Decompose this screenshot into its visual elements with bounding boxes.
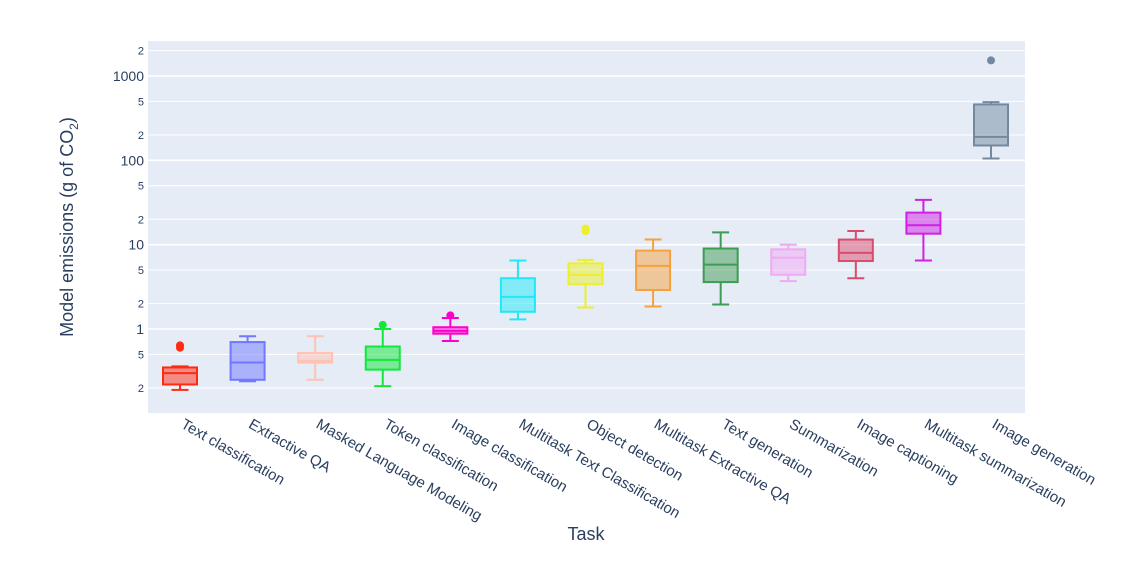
outlier-point [446,311,455,320]
box-text-generation [702,231,739,306]
box-image-captioning [837,230,874,280]
iqr-box [635,249,672,292]
outlier-point [176,341,184,350]
outlier-point [581,224,590,233]
box-image-classification [432,311,469,343]
y-tick-label-minor: 2 [138,130,144,142]
iqr-box [229,341,266,381]
iqr-box [297,351,334,364]
y-tick-label-minor: 2 [138,299,144,311]
iqr-box [837,238,874,263]
y-axis-title-subscript: 2 [67,123,81,130]
x-tick-label: Image classification [448,416,570,496]
box-object-detection [567,224,604,309]
y-tick-label: 1 [136,321,144,337]
box-series [162,56,1009,391]
iqr-box [905,211,942,235]
y-axis-title-main: Model emissions (g of CO [57,130,77,337]
y-tick-label-minor: 2 [138,214,144,226]
y-axis-title-end: ) [57,117,77,123]
box-extractive-qa [229,335,266,383]
outlier-point [378,320,387,329]
x-axis-title: Task [567,524,605,544]
y-tick-label-minor: 5 [138,349,144,361]
box-multitask-summarization [905,198,942,262]
y-tick-label-minor: 5 [138,96,144,108]
y-tick-label: 1000 [113,68,144,84]
box-multitask-extractive-qa [635,238,672,308]
y-axis-title: Model emissions (g of CO2) [57,117,81,337]
y-tick-labels: 2 5 2 5 2 5 2 5 2 1 10 100 1000 [113,46,144,395]
y-tick-label: 100 [121,152,145,168]
box-masked-language-modeling [297,335,334,381]
box-multitask-text-classification [499,259,536,321]
box-summarization [770,243,807,283]
y-tick-label-minor: 5 [138,265,144,277]
box-text-classification [162,341,198,391]
iqr-box [499,277,536,313]
outlier-point [987,56,995,65]
y-tick-label-minor: 2 [138,46,144,58]
iqr-box [770,248,807,276]
iqr-box [364,345,401,371]
x-tick-label: Token classification [381,416,501,495]
box-token-classification [364,320,401,388]
y-tick-label: 10 [128,237,144,253]
iqr-box [162,366,198,386]
iqr-box [973,103,1009,147]
y-tick-label-minor: 2 [138,383,144,395]
y-tick-label-minor: 5 [138,181,144,193]
box-image-generation [973,56,1009,160]
